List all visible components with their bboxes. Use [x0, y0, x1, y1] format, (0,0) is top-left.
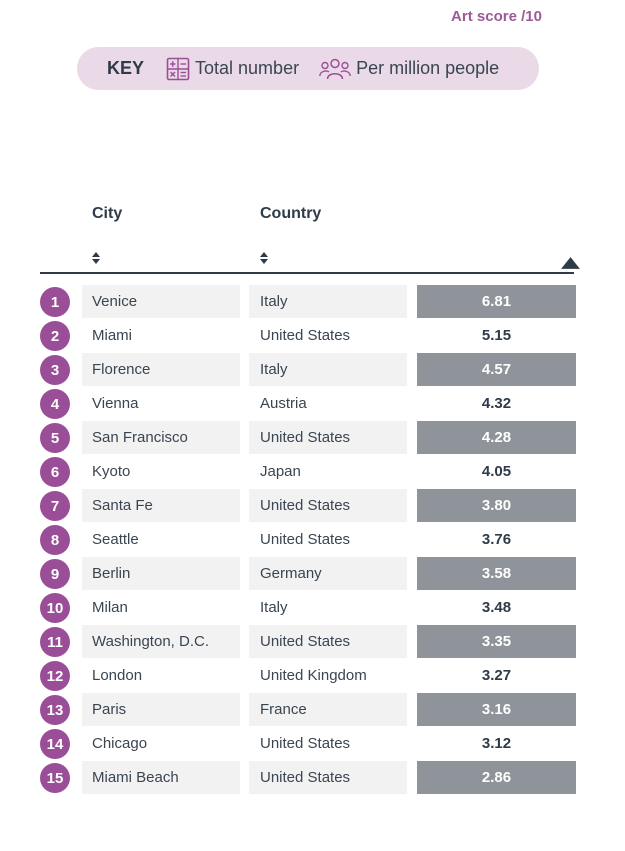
table-row: 3 Florence Italy 4.57: [0, 353, 625, 387]
score-cell: 4.57: [417, 353, 576, 386]
table-row: 9 Berlin Germany 3.58: [0, 557, 625, 591]
city-cell: Seattle: [92, 531, 139, 548]
rank-badge: 15: [40, 763, 70, 793]
country-cell: Germany: [249, 557, 407, 590]
people-group-icon: [319, 58, 351, 79]
sort-both-icon[interactable]: [91, 251, 101, 265]
city-cell: Paris: [82, 693, 240, 726]
score-cell: 4.05: [481, 463, 512, 480]
country-cell: United States: [249, 489, 407, 522]
city-cell: Santa Fe: [82, 489, 240, 522]
country-cell: United States: [260, 735, 351, 752]
key-total-number[interactable]: Total number: [166, 57, 299, 81]
rank-badge: 2: [40, 321, 70, 351]
sort-ascending-icon[interactable]: [491, 250, 625, 283]
table-row: 6 Kyoto Japan 4.05: [0, 455, 625, 489]
city-cell: Miami Beach: [82, 761, 240, 794]
city-cell: San Francisco: [82, 421, 240, 454]
table-row: 12 London United Kingdom 3.27: [0, 659, 625, 693]
table-row: 8 Seattle United States 3.76: [0, 523, 625, 557]
city-cell: Berlin: [82, 557, 240, 590]
score-cell: 2.86: [417, 761, 576, 794]
city-cell: London: [92, 667, 143, 684]
table-row: 11 Washington, D.C. United States 3.35: [0, 625, 625, 659]
rank-badge: 7: [40, 491, 70, 521]
key-legend: KEY Total number Per million people: [77, 47, 539, 90]
city-cell: Washington, D.C.: [82, 625, 240, 658]
score-cell: 6.81: [417, 285, 576, 318]
city-cell: Florence: [82, 353, 240, 386]
rank-badge: 1: [40, 287, 70, 317]
sort-both-icon[interactable]: [259, 251, 269, 265]
key-title: KEY: [107, 58, 145, 78]
country-cell: Japan: [260, 463, 301, 480]
city-cell: Vienna: [92, 395, 139, 412]
column-header-score[interactable]: Art score /10: [451, 8, 542, 25]
header-divider: [40, 272, 574, 274]
calculator-icon: [166, 57, 190, 80]
table-row: 2 Miami United States 5.15: [0, 319, 625, 353]
column-header-country[interactable]: Country: [260, 205, 322, 222]
city-cell: Miami: [92, 327, 132, 344]
score-cell: 3.58: [417, 557, 576, 590]
score-cell: 3.16: [417, 693, 576, 726]
city-cell: Kyoto: [92, 463, 131, 480]
score-cell: 3.80: [417, 489, 576, 522]
rank-badge: 5: [40, 423, 70, 453]
country-cell: United Kingdom: [260, 667, 367, 684]
table-row: 13 Paris France 3.16: [0, 693, 625, 727]
rank-badge: 13: [40, 695, 70, 725]
table-row: 10 Milan Italy 3.48: [0, 591, 625, 625]
rank-badge: 4: [40, 389, 70, 419]
score-cell: 3.48: [481, 599, 512, 616]
country-cell: United States: [260, 531, 351, 548]
rank-badge: 12: [40, 661, 70, 691]
table-body: 1 Venice Italy 6.81 2 Miami United States 5.15 3…: [0, 285, 625, 795]
score-cell: 3.12: [481, 735, 512, 752]
score-cell: 4.32: [481, 395, 512, 412]
country-cell: United States: [260, 327, 351, 344]
city-cell: Chicago: [92, 735, 148, 752]
table-row: 14 Chicago United States 3.12: [0, 727, 625, 761]
rank-badge: 11: [40, 627, 70, 657]
rank-badge: 3: [40, 355, 70, 385]
country-cell: Italy: [260, 599, 288, 616]
score-cell: 3.27: [481, 667, 512, 684]
score-cell: 4.28: [417, 421, 576, 454]
country-cell: Austria: [260, 395, 307, 412]
table-row: 15 Miami Beach United States 2.86: [0, 761, 625, 795]
table-row: 5 San Francisco United States 4.28: [0, 421, 625, 455]
key-total-label: Total number: [195, 58, 300, 78]
city-cell: Milan: [92, 599, 128, 616]
country-cell: United States: [249, 761, 407, 794]
country-cell: United States: [249, 421, 407, 454]
country-cell: Italy: [249, 285, 407, 318]
city-cell: Venice: [82, 285, 240, 318]
table-row: 4 Vienna Austria 4.32: [0, 387, 625, 421]
country-cell: United States: [249, 625, 407, 658]
rank-badge: 6: [40, 457, 70, 487]
table-row: 1 Venice Italy 6.81: [0, 285, 625, 319]
column-header-city[interactable]: City: [92, 205, 123, 222]
rank-badge: 9: [40, 559, 70, 589]
rank-badge: 14: [40, 729, 70, 759]
score-cell: 3.76: [481, 531, 512, 548]
rank-badge: 10: [40, 593, 70, 623]
key-per-million[interactable]: Per million people: [319, 57, 499, 81]
rank-badge: 8: [40, 525, 70, 555]
table-row: 7 Santa Fe United States 3.80: [0, 489, 625, 523]
key-per-million-label: Per million people: [356, 58, 500, 78]
country-cell: Italy: [249, 353, 407, 386]
score-cell: 5.15: [481, 327, 512, 344]
score-cell: 3.35: [417, 625, 576, 658]
country-cell: France: [249, 693, 407, 726]
